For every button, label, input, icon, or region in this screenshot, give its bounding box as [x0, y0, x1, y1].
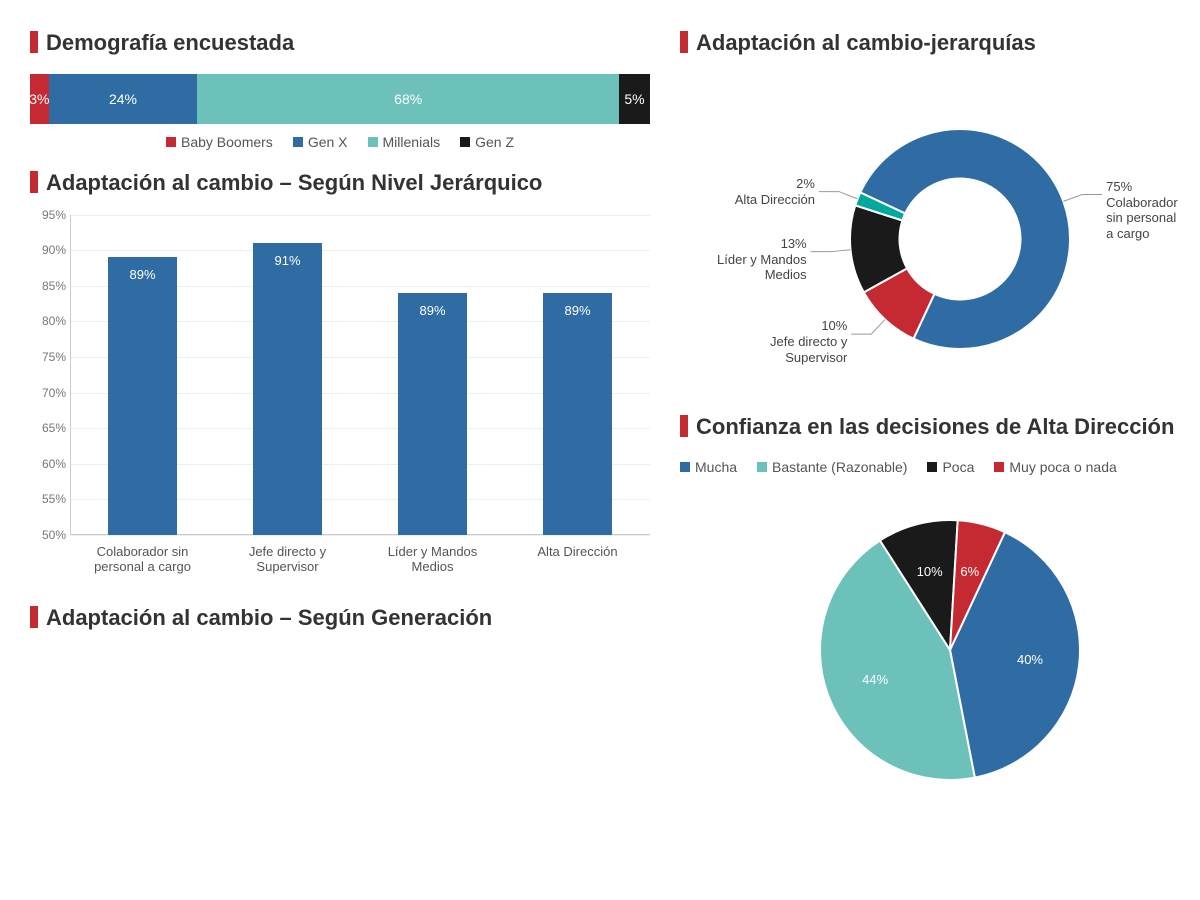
- right-column: Adaptación al cambio-jerarquías 75%Colab…: [680, 20, 1180, 795]
- y-tick: 65%: [30, 421, 66, 435]
- title-accent: [30, 171, 38, 193]
- y-tick: 55%: [30, 492, 66, 506]
- barchart-title: Adaptación al cambio – Según Nivel Jerár…: [30, 170, 650, 196]
- y-tick: 80%: [30, 314, 66, 328]
- barchart-bars: 89%91%89%89%: [70, 215, 650, 535]
- legend-item: Baby Boomers: [166, 134, 273, 150]
- legend-item: Gen X: [293, 134, 348, 150]
- barchart-title-text: Adaptación al cambio – Según Nivel Jerár…: [46, 170, 542, 195]
- left-column: Demografía encuestada 3%24%68%5% Baby Bo…: [30, 20, 650, 795]
- y-tick: 95%: [30, 208, 66, 222]
- barchart-xlabels: Colaborador sin personal a cargo Jefe dir…: [70, 544, 650, 575]
- svg-text:44%: 44%: [862, 672, 888, 687]
- bar: 91%: [230, 243, 346, 535]
- svg-text:10%: 10%: [917, 564, 943, 579]
- demography-title-text: Demografía encuestada: [46, 30, 294, 55]
- donut-title: Adaptación al cambio-jerarquías: [680, 30, 1180, 56]
- y-tick: 50%: [30, 528, 66, 542]
- pie-chart: 40% 44% 10% 6%: [680, 495, 1180, 795]
- title-accent: [30, 31, 38, 53]
- stacked-segment: 3%: [30, 74, 49, 124]
- svg-text:6%: 6%: [960, 564, 979, 579]
- y-tick: 90%: [30, 243, 66, 257]
- y-tick: 60%: [30, 457, 66, 471]
- title-accent: [680, 31, 688, 53]
- donut-callout: 13%Líder y Mandos Medios: [687, 236, 807, 283]
- demography-stacked-bar: 3%24%68%5%: [30, 74, 650, 124]
- bar: 89%: [520, 293, 636, 535]
- y-tick: 70%: [30, 386, 66, 400]
- pie-title-text: Confianza en las decisiones de Alta Dire…: [696, 414, 1174, 439]
- demography-title: Demografía encuestada: [30, 30, 650, 56]
- legend-item: Millenials: [368, 134, 441, 150]
- demography-legend: Baby Boomers Gen X Millenials Gen Z: [30, 134, 650, 150]
- donut-callout: 2%Alta Dirección: [735, 176, 815, 207]
- legend-item: Muy poca o nada: [994, 459, 1116, 475]
- x-label: Jefe directo y Supervisor: [230, 544, 346, 575]
- donut-callout: 75%Colaborador sin personal a cargo: [1106, 179, 1180, 241]
- title-accent: [30, 606, 38, 628]
- y-tick: 85%: [30, 279, 66, 293]
- donut-callout: 10%Jefe directo y Supervisor: [727, 318, 847, 365]
- bottom-title-text: Adaptación al cambio – Según Generación: [46, 605, 492, 630]
- y-tick: 75%: [30, 350, 66, 364]
- stacked-segment: 24%: [49, 74, 198, 124]
- legend-item: Mucha: [680, 459, 737, 475]
- pie-legend: Mucha Bastante (Razonable) Poca Muy poca o …: [680, 459, 1180, 475]
- legend-item: Bastante (Razonable): [757, 459, 907, 475]
- bottom-title: Adaptación al cambio – Según Generación: [30, 605, 650, 631]
- barchart: 89%91%89%89% Colaborador sin personal a …: [30, 215, 650, 575]
- title-accent: [680, 415, 688, 437]
- x-label: Alta Dirección: [520, 544, 636, 575]
- pie-title: Confianza en las decisiones de Alta Dire…: [680, 414, 1180, 440]
- bar: 89%: [85, 257, 201, 534]
- x-label: Líder y Mandos Medios: [375, 544, 491, 575]
- legend-item: Gen Z: [460, 134, 514, 150]
- svg-text:40%: 40%: [1017, 652, 1043, 667]
- donut-title-text: Adaptación al cambio-jerarquías: [696, 30, 1036, 55]
- stacked-segment: 5%: [619, 74, 650, 124]
- legend-item: Poca: [927, 459, 974, 475]
- stacked-segment: 68%: [197, 74, 619, 124]
- x-label: Colaborador sin personal a cargo: [85, 544, 201, 575]
- bar: 89%: [375, 293, 491, 535]
- donut-chart: 75%Colaborador sin personal a cargo 10%Je…: [680, 74, 1180, 404]
